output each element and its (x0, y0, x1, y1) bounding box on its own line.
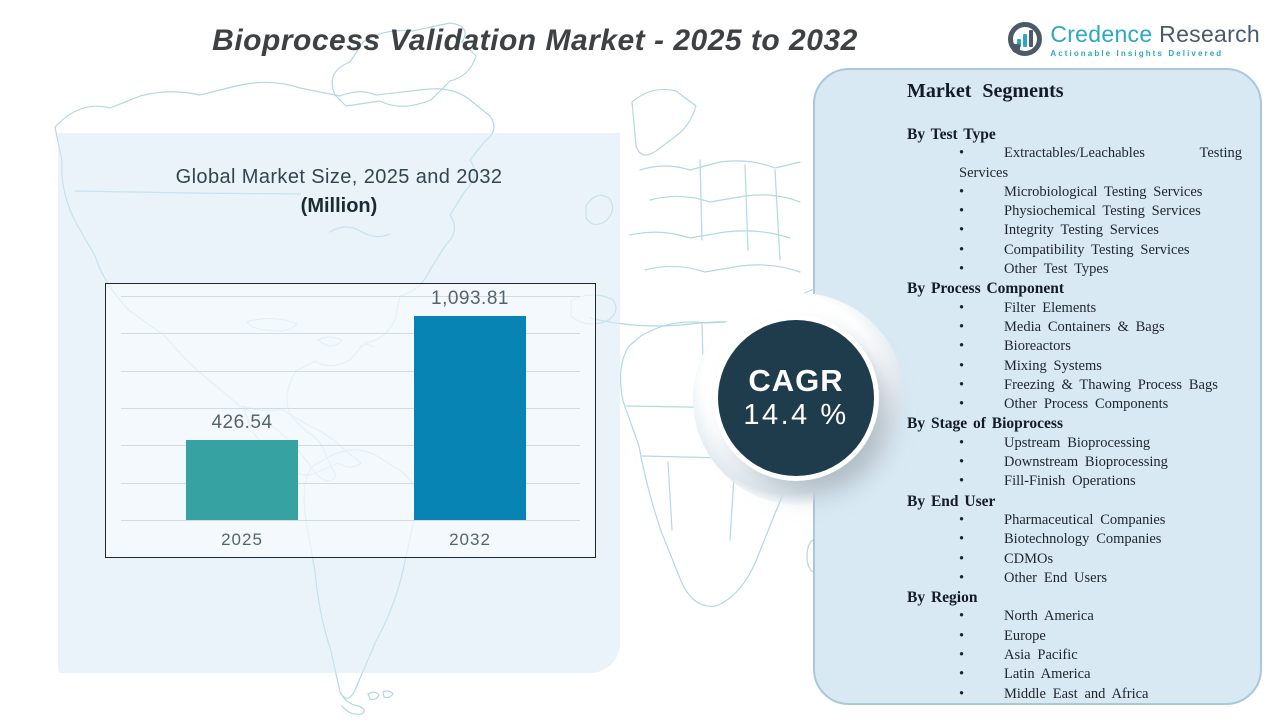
segment-item-list: Pharmaceutical CompaniesBiotechnology Co… (907, 511, 1242, 588)
segment-item: Latin America (907, 665, 1242, 684)
cagr-label: CAGR (748, 363, 844, 398)
bar-chart: 426.54 2025 1,093.81 2032 (105, 283, 596, 558)
gridline (121, 520, 580, 521)
segment-item: Bioreactors (907, 337, 1242, 356)
bar-value-label: 1,093.81 (431, 287, 509, 309)
market-segments-title: Market Segments (907, 80, 1064, 102)
bar-2025 (186, 440, 298, 520)
segment-item-list: North AmericaEuropeAsia PacificLatin Ame… (907, 607, 1242, 703)
segment-item: CDMOs (907, 550, 1242, 569)
segment-item: Freezing & Thawing Process Bags (907, 376, 1242, 395)
segment-item: Physiochemical Testing Services (907, 202, 1242, 221)
map-europe-borders (629, 159, 801, 273)
segment-item: Integrity Testing Services (907, 221, 1242, 240)
gridline (121, 445, 580, 447)
map-falklands (367, 690, 394, 701)
market-segments-list: By Test TypeExtractables/Leachables Test… (907, 125, 1242, 704)
segment-group-label: By Process Component (907, 280, 1064, 298)
logo-brand-secondary: Research (1159, 21, 1260, 47)
cagr-value: 14.4 % (743, 399, 849, 431)
segment-item: Fill-Finish Operations (907, 472, 1242, 491)
bar-2032 (414, 315, 526, 520)
segment-item: Filter Elements (907, 299, 1242, 318)
segment-item: Microbiological Testing Services (907, 183, 1242, 202)
chart-plot-area: 426.54 2025 1,093.81 2032 (106, 284, 595, 557)
chart-subtitle: (Million) (300, 195, 378, 217)
segment-item: North America (907, 607, 1242, 626)
gridline (121, 408, 580, 409)
credence-research-logo: Credence Research Actionable Insights De… (1008, 22, 1260, 58)
chart-heading: Global Market Size, 2025 and 2032 (Milli… (58, 166, 620, 218)
logo-text: Credence Research Actionable Insights De… (1050, 21, 1260, 59)
segment-group-label: By Region (907, 589, 978, 607)
segment-item: Middle East and Africa (907, 685, 1242, 704)
x-axis-label: 2032 (449, 530, 491, 549)
bar-value-label: 426.54 (211, 412, 273, 434)
chart-title: Global Market Size, 2025 and 2032 (175, 166, 503, 188)
segment-item: Extractables/Leachables Testing Services (907, 144, 1242, 183)
segment-group-label: By Stage of Bioprocess (907, 415, 1063, 433)
page-title: Bioprocess Validation Market - 2025 to 2… (212, 24, 858, 57)
map-patagonia (339, 691, 365, 715)
x-axis-label: 2025 (221, 530, 263, 549)
logo-tagline: Actionable Insights Delivered (1050, 49, 1224, 58)
segment-item: Europe (907, 627, 1242, 646)
gridline (121, 370, 580, 372)
segment-item: Biotechnology Companies (907, 530, 1242, 549)
segment-item-list: Filter ElementsMedia Containers & BagsBi… (907, 299, 1242, 415)
logo-brand-primary: Credence (1050, 21, 1153, 47)
map-scandinavia (631, 88, 697, 156)
segment-item-list: Extractables/Leachables Testing Services… (907, 144, 1242, 279)
segment-item-list: Upstream BioprocessingDownstream Bioproc… (907, 434, 1242, 492)
segment-item: Asia Pacific (907, 646, 1242, 665)
gridline (121, 333, 580, 335)
segment-item: Other Process Components (907, 395, 1242, 414)
segment-item: Other End Users (907, 569, 1242, 588)
gridline (121, 482, 580, 484)
segment-item: Downstream Bioprocessing (907, 453, 1242, 472)
segment-group-label: By Test Type (907, 126, 996, 143)
segment-item: Other Test Types (907, 260, 1242, 279)
segment-item: Upstream Bioprocessing (907, 434, 1242, 453)
cagr-badge: CAGR 14.4 % (718, 320, 874, 476)
segment-item: Pharmaceutical Companies (907, 511, 1242, 530)
segment-item: Media Containers & Bags (907, 318, 1242, 337)
segment-item: Mixing Systems (907, 357, 1242, 376)
gridline (121, 296, 580, 297)
segment-group-label: By End User (907, 492, 996, 510)
segment-item: Compatibility Testing Services (907, 241, 1242, 260)
market-segments-panel: Market Segments By Test TypeExtractables… (813, 68, 1262, 705)
map-greenland (331, 22, 477, 107)
logo-bar-chart-icon (1008, 22, 1043, 56)
